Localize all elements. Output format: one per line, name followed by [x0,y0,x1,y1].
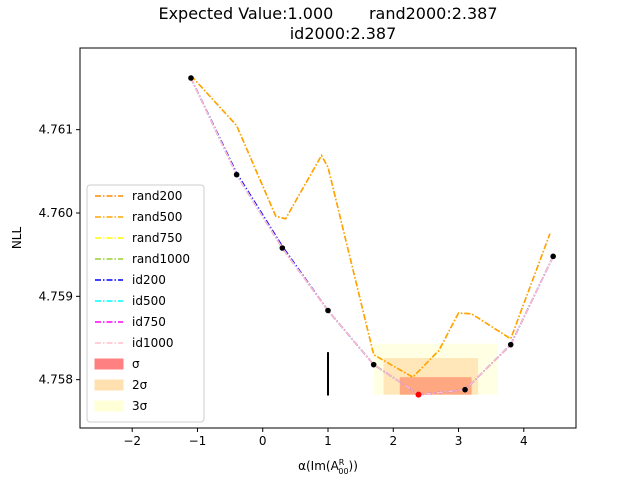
legend-swatch-band [94,358,124,370]
data-point-marker [370,361,377,368]
y-axis-label: NLL [10,227,24,250]
legend-label: id200 [132,273,166,287]
legend-label: σ [132,357,140,371]
x-tick-label: 4 [520,434,528,448]
x-axis-label-sub: 00 [338,467,348,476]
minimum-marker [415,391,422,398]
series-line-rand500 [190,74,551,379]
data-point-marker [325,307,331,314]
legend: rand200 rand500 rand750 rand1000 id200 id500 i… [86,184,205,423]
y-tick-label: 4.760 [39,206,73,220]
x-tick-label: 0 [259,434,267,448]
data-point-marker [279,245,286,251]
data-point-marker [507,341,514,348]
plot-area [188,74,556,398]
y-tick-label: 4.761 [39,123,73,137]
data-point-marker [462,386,468,393]
legend-label: rand200 [132,189,182,203]
legend-swatch-band [94,400,124,412]
chart-title-line2: id2000:2.387 [290,24,397,43]
x-tick-label: −2 [123,434,141,448]
legend-label: id1000 [132,336,174,350]
legend-label: id500 [132,294,166,308]
data-point-marker [233,171,240,178]
legend-label: rand750 [132,231,182,245]
x-tick-label: 1 [324,434,332,448]
chart-title-line1: Expected Value:1.000 rand2000:2.387 [158,4,497,23]
legend-label: id750 [132,315,166,329]
axes: −2 −1 0 1 2 3 4 4.758 4.759 4.760 4.761 [39,123,528,448]
x-axis-label-sup: R [339,458,345,467]
x-tick-label: 3 [455,434,463,448]
x-tick-label: 2 [389,434,397,448]
legend-label: 3σ [132,399,148,413]
x-axis-label-main: α(Im(A [298,459,340,473]
x-axis-label: α(Im(AR 00)) [298,458,358,476]
y-tick-label: 4.758 [39,373,73,387]
y-tick-label: 4.759 [39,289,73,303]
data-point-marker [188,75,194,81]
sigma-band-3 [399,377,472,395]
x-axis-label-end: )) [349,459,358,473]
legend-label: 2σ [132,378,148,392]
data-point-marker [550,253,556,260]
legend-label: rand500 [132,210,182,224]
legend-label: rand1000 [132,252,190,266]
legend-swatch-band [94,379,124,391]
plot-content [188,74,556,398]
x-tick-label: −1 [189,434,207,448]
